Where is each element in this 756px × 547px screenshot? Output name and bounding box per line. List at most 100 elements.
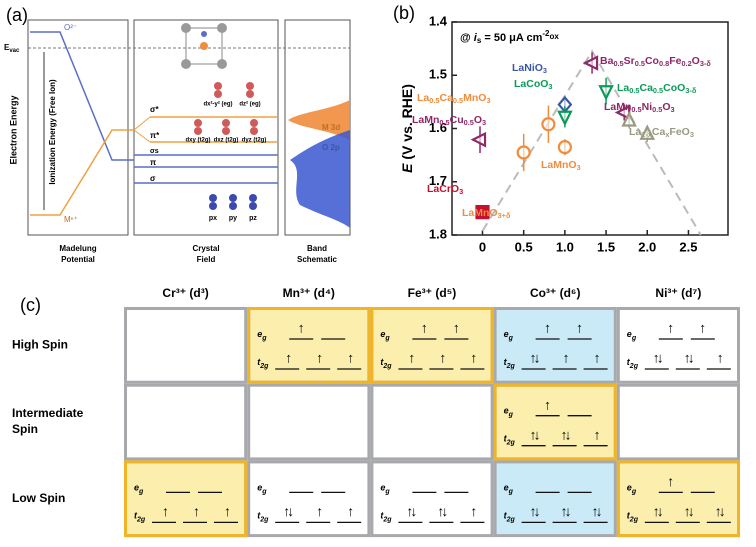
annotation-part: = 50 μA cm <box>481 32 542 44</box>
level-label: σ <box>150 174 156 183</box>
y-tick-label: 1.8 <box>429 226 447 241</box>
series-label: Ba0.5Sr0.5Co0.8Fe0.2O3-δ <box>600 55 711 68</box>
row-label: Low Spin <box>12 491 65 505</box>
point <box>516 145 531 160</box>
orbital-set-label: t2g <box>134 511 146 523</box>
column-header: Ni³⁺ (d⁷) <box>655 286 701 300</box>
atom <box>200 42 208 50</box>
orbital <box>246 90 254 98</box>
orbital-set-label: eg <box>627 329 637 341</box>
label-part: t <box>134 511 138 521</box>
x-tick-label: 0 <box>479 239 486 254</box>
cell <box>247 460 371 538</box>
orbital-label: dxy (t2g) <box>185 138 210 144</box>
electron: ↑ <box>544 396 551 412</box>
electron: ↑ <box>298 320 305 336</box>
column-header: Mn³⁺ (d⁴) <box>283 286 335 300</box>
label-part: t <box>257 357 261 367</box>
panel-a: (a) Evac O²⁻ Mⁿ⁺ Electron Energy Ionizat… <box>4 5 351 264</box>
x-tick-label: 2.5 <box>679 239 697 254</box>
orbital-set-label: t2g <box>257 511 269 523</box>
x-tick-label: 1.5 <box>597 239 615 254</box>
label-part: t <box>504 434 508 444</box>
row-label: Intermediate <box>12 406 84 420</box>
label-part: 2g <box>506 516 516 523</box>
label-part: t <box>504 357 508 367</box>
level <box>133 129 151 143</box>
label-part: g <box>508 488 514 495</box>
ionization-label: Ionization Energy (Free Ion) <box>48 79 57 185</box>
volcano-guide <box>481 49 702 236</box>
series-label: LaNiO3 <box>512 62 547 75</box>
orbital-label: py <box>229 215 237 222</box>
orbital-set-label: eg <box>257 329 267 341</box>
point <box>475 205 490 220</box>
label-part: t <box>257 511 261 521</box>
label-part: g <box>261 335 267 342</box>
label-part: g <box>384 488 390 495</box>
cell <box>493 307 617 384</box>
annotation-part: -2 <box>542 29 550 38</box>
box <box>133 19 279 236</box>
label-part: 2g <box>629 363 639 370</box>
orbital-set-label: t2g <box>257 357 269 369</box>
orbital-set-label: t2g <box>504 357 516 369</box>
cell-highlight <box>370 307 494 384</box>
level-label: π <box>150 158 156 167</box>
atom <box>181 23 191 33</box>
orbital-set-label: eg <box>504 406 514 418</box>
point <box>470 131 487 148</box>
electron: ↑ <box>667 473 674 489</box>
label-part: g <box>631 335 637 342</box>
column-label: Potential <box>61 255 95 264</box>
cell <box>370 307 494 384</box>
orbital <box>250 119 258 127</box>
cell <box>616 383 740 461</box>
orbital-set-label: eg <box>380 329 390 341</box>
label-part: 2g <box>629 516 639 523</box>
level-label: σ* <box>150 105 159 114</box>
cell <box>370 383 494 461</box>
atom <box>181 59 191 69</box>
annotation-part: i <box>474 32 478 44</box>
panel-label: (b) <box>393 3 415 23</box>
level <box>133 116 151 131</box>
row-label: Spin <box>12 422 38 436</box>
y-tick-label: 1.5 <box>429 67 447 82</box>
y-label: Electron Energy <box>8 95 18 164</box>
m-label: Mⁿ⁺ <box>64 215 78 224</box>
electron: ↑ <box>421 320 428 336</box>
cell-highlight <box>493 383 617 461</box>
panel-b: (b) E (V vs. RHE) 1.4 1.5 1.6 1.7 1.8 0 0.5 1.0 1.… <box>393 3 729 254</box>
cell <box>616 460 740 538</box>
series-label: La1-xCaxFeO3 <box>629 126 694 139</box>
label-part: t <box>504 511 508 521</box>
label-part: g <box>261 488 267 495</box>
series-label: LaCrO3 <box>427 183 463 196</box>
label-part: e <box>627 483 632 493</box>
annotation-part: s <box>477 36 482 45</box>
label-part: e <box>380 483 385 493</box>
label-part: t <box>627 357 631 367</box>
orbital <box>209 194 217 202</box>
box <box>27 19 129 236</box>
m-level <box>30 129 134 216</box>
annotation: @ is = 50 μA cm-2ox <box>460 29 559 45</box>
series-label: La0.5Ca0.5MnO3 <box>417 92 491 105</box>
label-part: e <box>134 483 139 493</box>
orbital <box>222 127 230 135</box>
o-level <box>30 31 134 161</box>
panel-label: (a) <box>6 5 28 25</box>
column-header: Cr³⁺ (d³) <box>162 286 208 300</box>
orbital <box>229 194 237 202</box>
atom <box>201 31 207 37</box>
x-tick-label: 0.5 <box>515 239 533 254</box>
orbital-set-label: eg <box>504 483 514 495</box>
label-part: e <box>627 329 632 339</box>
label-part: 2g <box>506 440 516 447</box>
point <box>598 85 614 101</box>
orbital-set-label: eg <box>627 483 637 495</box>
label-part: 2g <box>136 516 146 523</box>
series-label: LaMnO3 <box>541 159 581 172</box>
